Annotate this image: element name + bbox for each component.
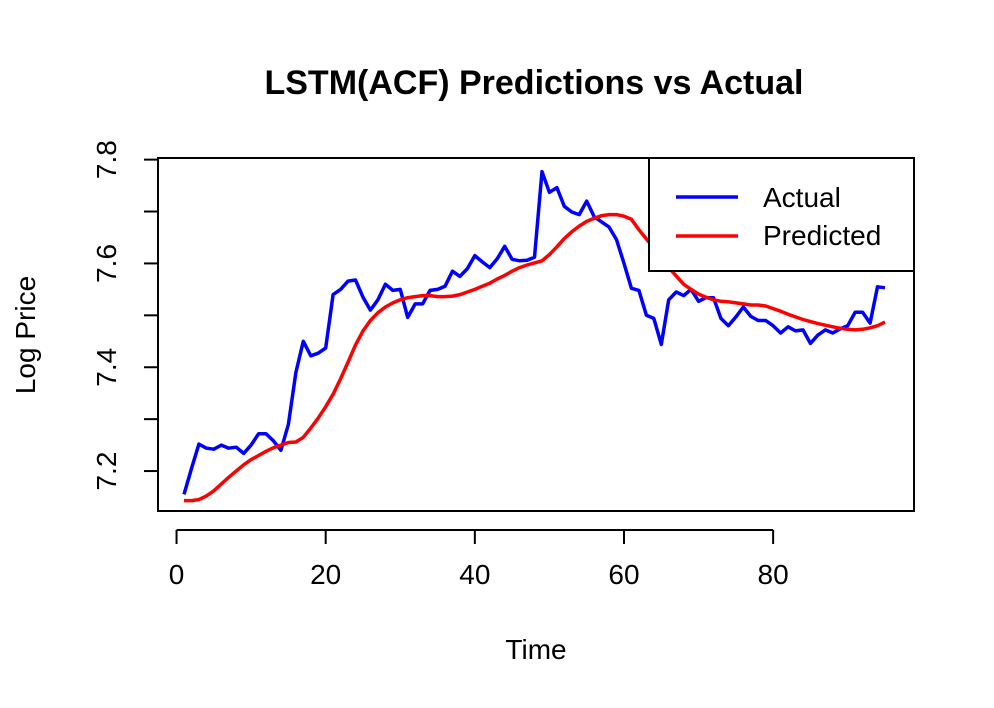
y-tick-label: 7.8 <box>91 140 122 179</box>
legend-label-predicted: Predicted <box>763 220 881 251</box>
y-tick-label: 7.4 <box>91 348 122 387</box>
x-axis: 0 20 40 60 80 <box>169 529 789 590</box>
y-tick-label: 7.2 <box>91 452 122 491</box>
y-axis-label: Log Price <box>10 276 41 394</box>
x-tick-label: 0 <box>169 559 185 590</box>
x-axis-label: Time <box>505 634 566 665</box>
legend-box <box>648 157 915 272</box>
legend: Actual Predicted <box>648 157 915 272</box>
y-tick-label: 7.6 <box>91 244 122 283</box>
series-group <box>182 169 886 503</box>
series-line-actual <box>182 169 886 495</box>
x-tick-label: 60 <box>608 559 639 590</box>
x-tick-label: 40 <box>459 559 490 590</box>
x-tick-label: 80 <box>758 559 789 590</box>
chart-title: LSTM(ACF) Predictions vs Actual <box>264 64 803 102</box>
x-tick-label: 20 <box>310 559 341 590</box>
legend-label-actual: Actual <box>763 182 841 213</box>
series-line-predicted <box>184 212 886 503</box>
y-axis: 7.2 7.4 7.6 7.8 <box>91 140 159 491</box>
